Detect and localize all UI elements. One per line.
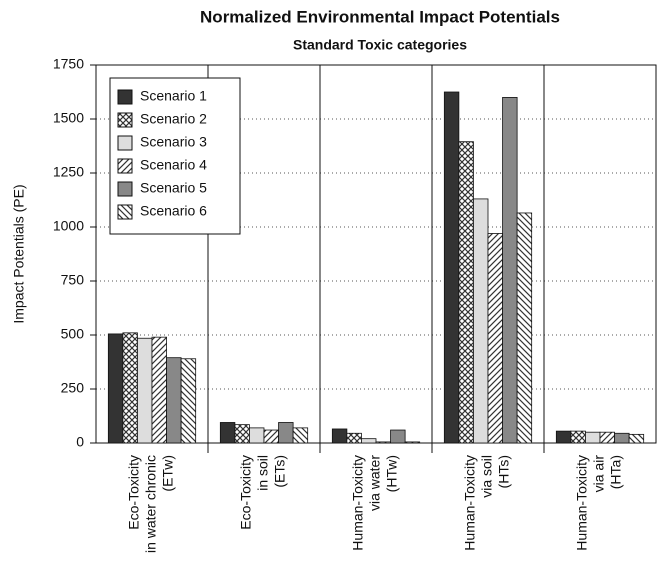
bar (555, 430, 572, 444)
chart-subtitle: Standard Toxic categories (293, 37, 467, 53)
bar (502, 97, 518, 444)
bar (346, 432, 362, 444)
x-tick-label: Eco-Toxicity (238, 455, 254, 530)
legend-label: Scenario 3 (140, 134, 207, 150)
legend-swatch (117, 204, 133, 220)
x-tick-label: Human-Toxicity (462, 455, 478, 551)
x-tick-label: (HTw) (384, 455, 400, 492)
legend-label: Scenario 4 (140, 157, 207, 173)
bar (458, 141, 474, 444)
x-tick-label: in water chronic (143, 455, 159, 553)
x-tick-label: Human-Toxicity (350, 455, 366, 551)
bar (263, 429, 279, 444)
x-tick-label: via air (591, 455, 607, 493)
bar (361, 438, 377, 444)
bar (180, 358, 197, 444)
bar (404, 441, 421, 444)
bar (122, 332, 138, 444)
y-tick-label: 250 (61, 380, 85, 396)
y-tick-label: 1250 (53, 164, 84, 180)
bar (487, 233, 503, 444)
bar (473, 198, 489, 444)
x-tick-label: via soil (479, 455, 495, 498)
legend-swatch (117, 181, 133, 197)
legend-label: Scenario 6 (140, 203, 207, 219)
legend-swatch (117, 135, 133, 151)
x-tick-label: (HTs) (496, 455, 512, 488)
bar (516, 212, 533, 444)
bar (137, 337, 153, 444)
y-tick-label: 1500 (53, 110, 84, 126)
bar (570, 430, 586, 444)
y-axis-label: Impact Potentials (PE) (11, 184, 27, 323)
y-tick-label: 500 (61, 326, 85, 342)
chart-title: Normalized Environmental Impact Potentia… (200, 7, 560, 26)
bar (292, 427, 309, 444)
bar (390, 429, 406, 444)
bar (375, 441, 391, 444)
legend-swatch (117, 112, 133, 128)
legend-label: Scenario 5 (140, 180, 207, 196)
legend-swatch (117, 89, 133, 105)
x-tick-label: Human-Toxicity (574, 455, 590, 551)
x-tick-label: in soil (255, 455, 271, 491)
bar (107, 333, 124, 444)
bar (443, 91, 460, 444)
y-tick-label: 0 (76, 434, 84, 450)
bar (599, 431, 615, 444)
bar (249, 427, 265, 444)
bar (151, 336, 167, 444)
legend-label: Scenario 1 (140, 88, 207, 104)
legend-label: Scenario 2 (140, 111, 207, 127)
bar (331, 428, 348, 444)
bar (166, 357, 182, 444)
bar (628, 433, 645, 444)
x-tick-label: (ETs) (272, 455, 288, 488)
x-tick-label: (HTa) (608, 455, 624, 489)
y-tick-label: 1000 (53, 218, 84, 234)
bar (278, 422, 294, 444)
bar (614, 432, 630, 444)
y-tick-label: 750 (61, 272, 85, 288)
x-tick-label: Eco-Toxicity (126, 455, 142, 530)
y-tick-label: 1750 (53, 56, 84, 72)
bar (219, 422, 236, 444)
x-tick-label: (ETw) (160, 455, 176, 492)
legend-swatch (117, 158, 133, 174)
bar (585, 431, 601, 444)
x-tick-label: via water (367, 455, 383, 511)
bar (234, 424, 250, 444)
